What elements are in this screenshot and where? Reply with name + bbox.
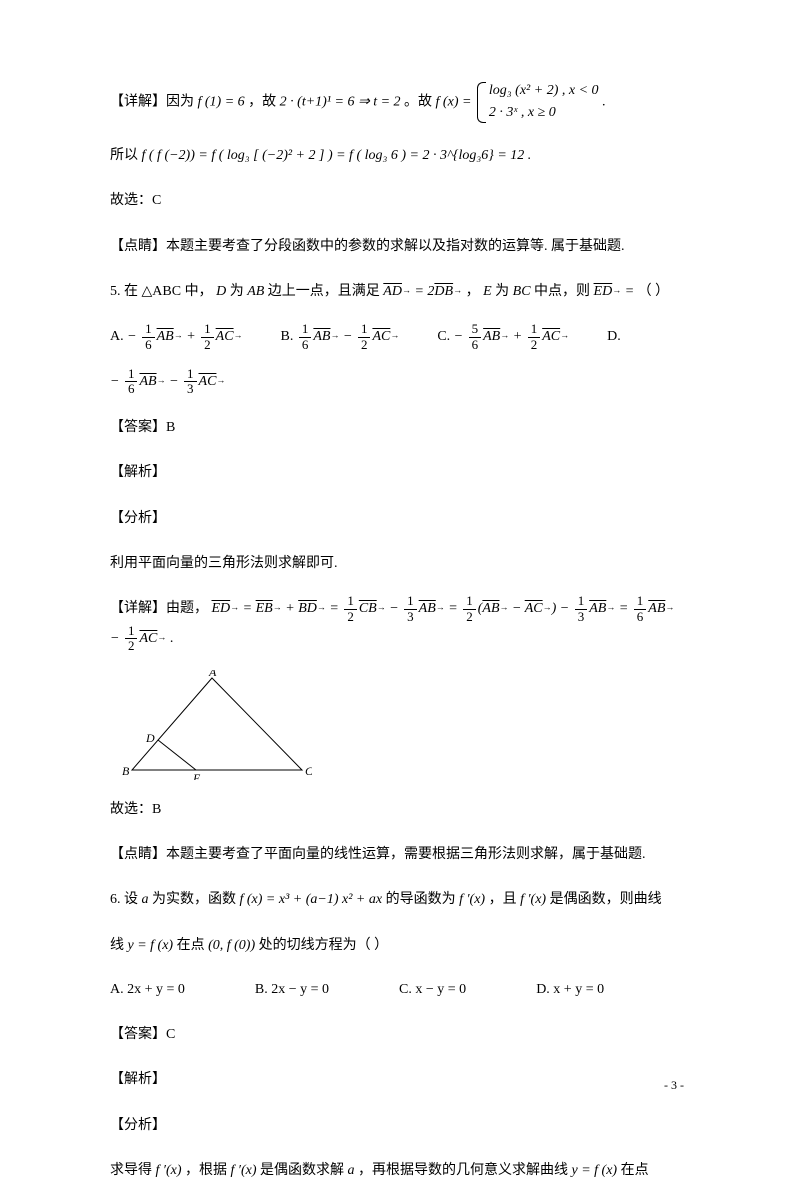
svg-text:E: E xyxy=(192,771,201,780)
q4-comment: 【点睛】本题主要考查了分段函数中的参数的求解以及指对数的运算等. 属于基础题. xyxy=(110,232,684,261)
label: 。故 xyxy=(404,95,432,110)
q6-stem: 6. 设 a 为实数，函数 f (x) = x³ + (a−1) x² + ax… xyxy=(110,885,684,914)
q6-option-c: C. x − y = 0 xyxy=(399,976,466,1004)
svg-text:C: C xyxy=(305,764,312,778)
q5-comment: 【点睛】本题主要考查了平面向量的线性运算，需要根据三角形法则求解，属于基础题. xyxy=(110,840,684,869)
q5-option-b: B. 16AB→ − 12AC→ xyxy=(281,322,400,353)
piece1: log₃ (x² + 2) , x < 0 xyxy=(489,80,599,102)
q5-detail: 【详解】由题， ED→ = EB→ + BD→ = 12CB→ − 13AB→ … xyxy=(110,594,684,653)
expr: f ( f (−2)) = f ( log₃ [ (−2)² + 2 ] ) =… xyxy=(142,148,532,163)
triangle-figure: A B C D E xyxy=(122,670,684,785)
q6-jx: 【解析】 xyxy=(110,1065,684,1094)
q6-analysis: 求导得 f ′(x) ，根据 f ′(x) 是偶函数求解 a ，再根据导数的几何… xyxy=(110,1156,684,1185)
q6-stem-2: 线 y = f (x) 在点 (0, f (0)) 处的切线方程为（ ） xyxy=(110,931,684,960)
q6-options: A. 2x + y = 0 B. 2x − y = 0 C. x − y = 0… xyxy=(110,976,684,1004)
q5-answer: 【答案】B xyxy=(110,413,684,442)
label: 所以 xyxy=(110,148,138,163)
q6-option-d: D. x + y = 0 xyxy=(536,976,604,1004)
q4-so: 所以 f ( f (−2)) = f ( log₃ [ (−2)² + 2 ] … xyxy=(110,141,684,170)
q5-option-a: A. − 16AB→ + 12AC→ xyxy=(110,322,243,353)
q5-stem: 5. 在 △ABC 中， D 为 AB 边上一点，且满足 AD→ = 2DB→ … xyxy=(110,277,684,306)
q5-jx: 【解析】 xyxy=(110,458,684,487)
piece2: 2 · 3ˣ , x ≥ 0 xyxy=(489,102,599,124)
q6-fx: 【分析】 xyxy=(110,1111,684,1140)
q5-option-d: D. xyxy=(607,322,621,353)
q5-analysis: 利用平面向量的三角形法则求解即可. xyxy=(110,549,684,578)
q5-options: A. − 16AB→ + 12AC→ B. 16AB→ − 12AC→ C. −… xyxy=(110,322,684,353)
label: ，故 xyxy=(248,95,276,110)
q5-option-d-cont: − 16AB→ − 13AC→ xyxy=(110,367,684,397)
expr: f (x) = xyxy=(436,95,472,110)
svg-text:A: A xyxy=(208,670,217,679)
q5-option-c: C. − 56AB→ + 12AC→ xyxy=(437,322,569,353)
svg-text:D: D xyxy=(145,731,155,745)
q6-option-b: B. 2x − y = 0 xyxy=(255,976,329,1004)
triangle-svg: A B C D E xyxy=(122,670,312,780)
q6-option-a: A. 2x + y = 0 xyxy=(110,976,185,1004)
q4-answer: 故选：C xyxy=(110,186,684,215)
page-number: - 3 - xyxy=(664,1078,684,1093)
q4-detail-line1: 【详解】因为 f (1) = 6 ，故 2 · (t+1)¹ = 6 ⇒ t =… xyxy=(110,80,684,125)
q6-answer: 【答案】C xyxy=(110,1020,684,1049)
label: 【详解】因为 xyxy=(110,95,194,110)
expr: f (1) = 6 xyxy=(198,95,245,110)
q5-fx: 【分析】 xyxy=(110,504,684,533)
piecewise: log₃ (x² + 2) , x < 0 2 · 3ˣ , x ≥ 0 xyxy=(475,80,599,125)
q5-choose: 故选：B xyxy=(110,795,684,824)
svg-text:B: B xyxy=(122,764,130,778)
expr: 2 · (t+1)¹ = 6 ⇒ t = 2 xyxy=(280,95,401,110)
period: . xyxy=(602,95,606,110)
